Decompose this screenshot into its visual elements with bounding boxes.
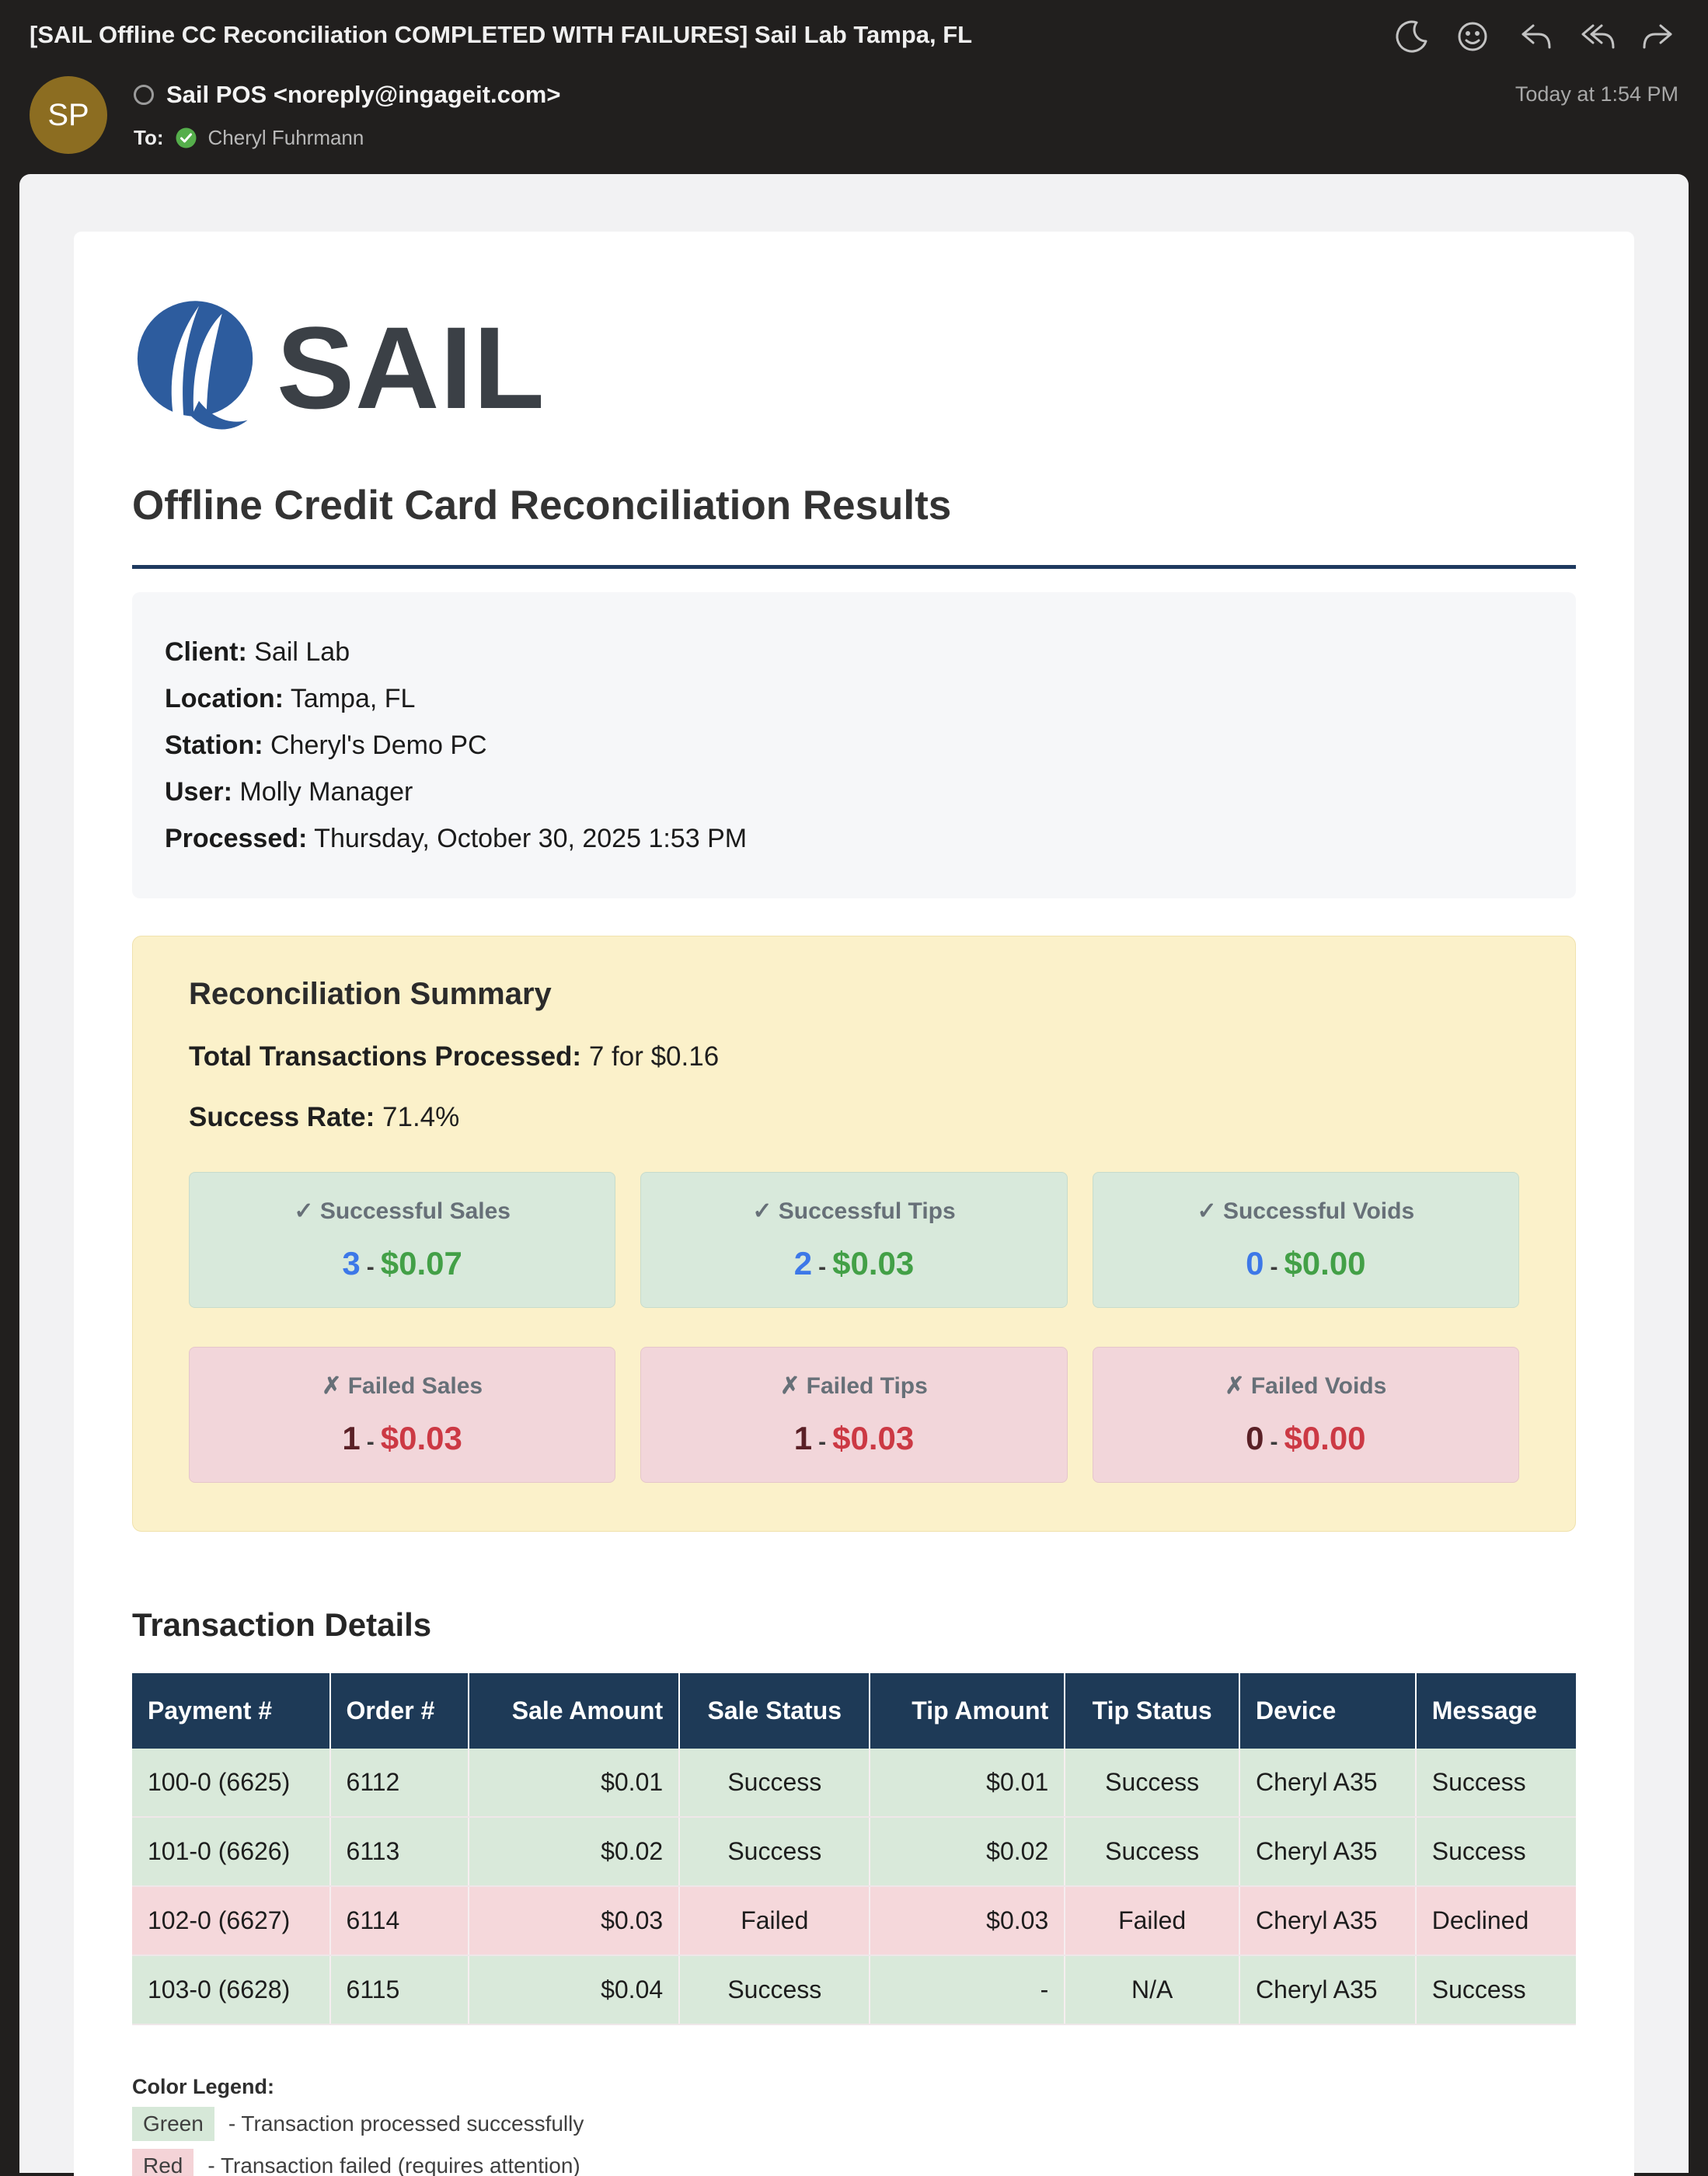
sender-avatar: SP: [30, 76, 107, 154]
check-icon: ✓: [752, 1198, 772, 1224]
table-row: 102-0 (6627) 6114 $0.03 Failed $0.03 Fai…: [132, 1886, 1576, 1956]
info-location: Location: Tampa, FL: [165, 684, 416, 713]
unread-dot-icon: [134, 85, 154, 105]
card-successful-voids: ✓ Successful Voids 0- $0.00: [1092, 1172, 1519, 1308]
sender-name: Sail POS <noreply@ingageit.com>: [166, 81, 561, 108]
email-timestamp: Today at 1:54 PM: [1515, 82, 1678, 106]
info-client: Client: Sail Lab: [165, 637, 350, 667]
check-icon: ✓: [294, 1198, 314, 1224]
summary-rate: Success Rate: 71.4%: [189, 1102, 460, 1132]
transaction-details-heading: Transaction Details: [132, 1606, 432, 1643]
info-user: User: Molly Manager: [165, 777, 413, 807]
summary-heading: Reconciliation Summary: [189, 977, 552, 1011]
table-row: 100-0 (6625) 6112 $0.01 Success $0.01 Su…: [132, 1749, 1576, 1818]
reply-icon[interactable]: [1515, 17, 1554, 56]
card-successful-sales: ✓ Successful Sales 3- $0.07: [189, 1172, 616, 1308]
card-failed-voids: ✗ Failed Voids 0- $0.00: [1092, 1347, 1519, 1483]
col-tip-amount: Tip Amount: [870, 1673, 1066, 1749]
col-tip-status: Tip Status: [1065, 1673, 1241, 1749]
client-info-box: Client: Sail Lab Location: Tampa, FL Sta…: [132, 592, 1576, 898]
transactions-table: Payment # Order # Sale Amount Sale Statu…: [132, 1673, 1576, 2025]
sail-logo-text: SAIL: [277, 302, 546, 433]
col-device: Device: [1239, 1673, 1417, 1749]
cross-icon: ✗: [780, 1373, 800, 1399]
sail-logo-icon: [137, 301, 253, 430]
legend-red-chip: Red: [132, 2149, 194, 2176]
col-order: Order #: [329, 1673, 469, 1749]
to-label: To:: [134, 126, 164, 149]
legend-green: Green - Transaction processed successful…: [132, 2107, 1576, 2141]
card-successful-tips: ✓ Successful Tips 2- $0.03: [640, 1172, 1068, 1308]
message-panel: SAIL Offline Credit Card Reconciliation …: [19, 174, 1689, 2176]
col-message: Message: [1415, 1673, 1576, 1749]
mail-client-header: [SAIL Offline CC Reconciliation COMPLETE…: [0, 0, 1708, 174]
forward-icon[interactable]: [1640, 17, 1678, 56]
card-failed-tips: ✗ Failed Tips 1- $0.03: [640, 1347, 1068, 1483]
moon-icon[interactable]: [1391, 17, 1430, 56]
sail-logo: SAIL: [132, 298, 1576, 437]
check-icon: ✓: [1197, 1198, 1217, 1224]
email-subject: [SAIL Offline CC Reconciliation COMPLETE…: [30, 21, 973, 48]
info-processed: Processed: Thursday, October 30, 2025 1:…: [165, 824, 748, 853]
verified-check-icon: [175, 127, 197, 149]
cross-icon: ✗: [1225, 1373, 1245, 1399]
email-body: SAIL Offline Credit Card Reconciliation …: [74, 232, 1634, 2176]
col-sale-amount: Sale Amount: [468, 1673, 681, 1749]
col-payment: Payment #: [132, 1673, 331, 1749]
card-failed-sales: ✗ Failed Sales 1- $0.03: [189, 1347, 616, 1483]
reconciliation-summary: Reconciliation Summary Total Transaction…: [132, 936, 1576, 1532]
mail-toolbar: [1391, 16, 1678, 56]
color-legend: Color Legend: Green - Transaction proces…: [132, 2075, 1576, 2176]
table-row: 101-0 (6626) 6113 $0.02 Success $0.02 Su…: [132, 1817, 1576, 1887]
summary-total: Total Transactions Processed: 7 for $0.1…: [189, 1041, 720, 1072]
recipient-name[interactable]: Cheryl Fuhrmann: [207, 126, 364, 149]
cross-icon: ✗: [322, 1373, 342, 1399]
report-title: Offline Credit Card Reconciliation Resul…: [132, 482, 1576, 569]
legend-red: Red - Transaction failed (requires atten…: [132, 2149, 1576, 2176]
reply-all-icon[interactable]: [1577, 17, 1616, 56]
summary-cards-success: ✓ Successful Sales 3- $0.07 ✓ Successful …: [189, 1172, 1519, 1308]
legend-heading: Color Legend:: [132, 2075, 274, 2098]
table-header-row: Payment # Order # Sale Amount Sale Statu…: [132, 1673, 1576, 1749]
col-sale-status: Sale Status: [679, 1673, 871, 1749]
summary-cards-failed: ✗ Failed Sales 1- $0.03 ✗ Failed Tips 1- $…: [189, 1347, 1519, 1483]
info-station: Station: Cheryl's Demo PC: [165, 731, 487, 760]
legend-green-chip: Green: [132, 2107, 214, 2141]
table-row: 103-0 (6628) 6115 $0.04 Success - N/A Ch…: [132, 1955, 1576, 2025]
smiley-icon[interactable]: [1453, 17, 1492, 56]
